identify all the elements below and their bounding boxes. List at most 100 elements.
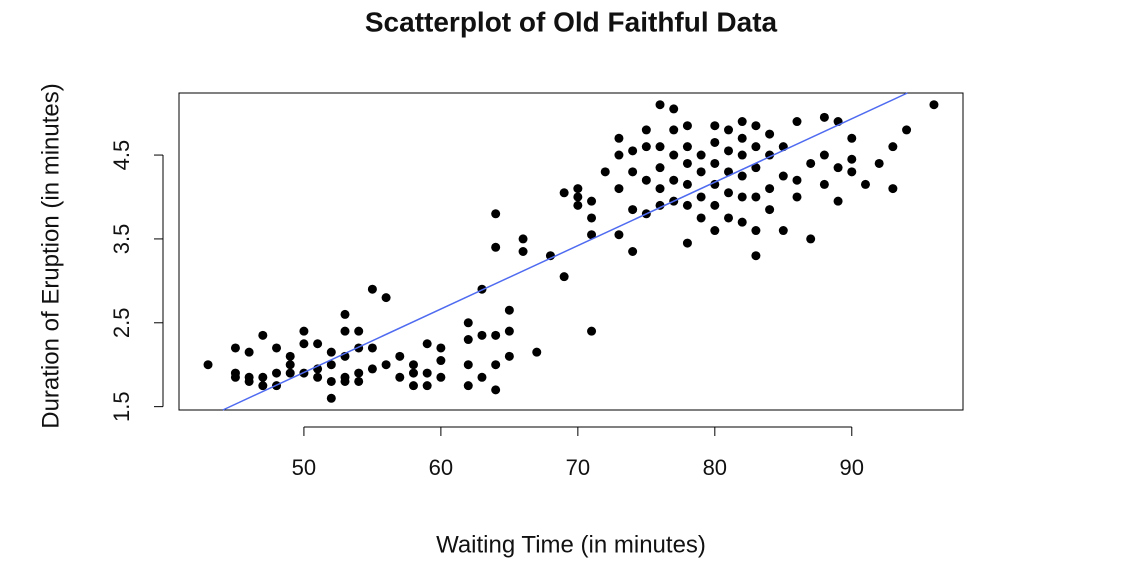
point xyxy=(463,318,473,328)
point xyxy=(436,356,446,366)
point xyxy=(436,372,446,382)
point xyxy=(258,372,268,382)
point xyxy=(463,381,473,391)
point xyxy=(737,192,747,202)
point xyxy=(463,360,473,370)
point xyxy=(696,213,706,223)
point xyxy=(573,192,583,202)
point xyxy=(408,360,418,370)
point xyxy=(737,217,747,227)
point xyxy=(765,184,775,194)
point xyxy=(354,368,364,378)
point xyxy=(422,339,432,349)
point xyxy=(641,142,651,152)
point xyxy=(518,234,528,244)
fit-line xyxy=(222,92,908,411)
point xyxy=(559,188,569,198)
point xyxy=(737,150,747,160)
point xyxy=(258,330,268,340)
point xyxy=(367,343,377,353)
point xyxy=(230,372,240,382)
point xyxy=(847,167,857,177)
point xyxy=(669,104,679,114)
point xyxy=(792,175,802,185)
point xyxy=(203,360,213,370)
point xyxy=(669,125,679,135)
point xyxy=(244,372,254,382)
point xyxy=(710,179,720,189)
point xyxy=(792,117,802,127)
point xyxy=(655,163,665,173)
point xyxy=(628,167,638,177)
point xyxy=(477,330,487,340)
point xyxy=(669,150,679,160)
point xyxy=(408,368,418,378)
point xyxy=(806,158,816,168)
point xyxy=(641,175,651,185)
point xyxy=(587,230,597,240)
point xyxy=(381,293,391,303)
point xyxy=(655,184,665,194)
point xyxy=(710,200,720,210)
point xyxy=(395,351,405,361)
point xyxy=(463,335,473,345)
point xyxy=(710,158,720,168)
point xyxy=(737,171,747,181)
y-axis-label: Duration of Eruption (in minutes) xyxy=(37,83,64,429)
point xyxy=(285,351,295,361)
point xyxy=(724,146,734,156)
point xyxy=(313,339,323,349)
point xyxy=(326,393,336,403)
point xyxy=(614,150,624,160)
point xyxy=(682,179,692,189)
point xyxy=(313,372,323,382)
point xyxy=(710,137,720,147)
point xyxy=(751,192,761,202)
point xyxy=(559,272,569,282)
point xyxy=(655,100,665,110)
point xyxy=(491,385,501,395)
point xyxy=(737,117,747,127)
point xyxy=(696,167,706,177)
point xyxy=(724,188,734,198)
point xyxy=(354,326,364,336)
point xyxy=(655,142,665,152)
point xyxy=(491,209,501,219)
point xyxy=(326,360,336,370)
point xyxy=(833,196,843,206)
point xyxy=(628,146,638,156)
point xyxy=(724,213,734,223)
x-tick-label: 60 xyxy=(429,455,453,480)
point xyxy=(340,372,350,382)
point xyxy=(847,133,857,143)
point xyxy=(614,230,624,240)
point xyxy=(422,381,432,391)
point xyxy=(682,121,692,131)
point xyxy=(655,200,665,210)
point xyxy=(819,112,829,122)
point xyxy=(751,121,761,131)
point xyxy=(888,184,898,194)
point xyxy=(587,196,597,206)
point xyxy=(819,150,829,160)
point xyxy=(573,184,583,194)
point xyxy=(765,205,775,215)
point xyxy=(532,347,542,357)
point xyxy=(340,326,350,336)
point xyxy=(778,226,788,236)
point xyxy=(436,343,446,353)
point xyxy=(724,125,734,135)
point xyxy=(491,330,501,340)
point xyxy=(587,326,597,336)
point xyxy=(518,247,528,256)
point xyxy=(833,163,843,173)
point xyxy=(847,154,857,164)
point xyxy=(710,121,720,131)
point xyxy=(299,339,309,349)
point xyxy=(573,200,583,210)
point xyxy=(285,360,295,370)
point xyxy=(340,309,350,319)
point xyxy=(614,133,624,143)
point xyxy=(751,251,761,261)
